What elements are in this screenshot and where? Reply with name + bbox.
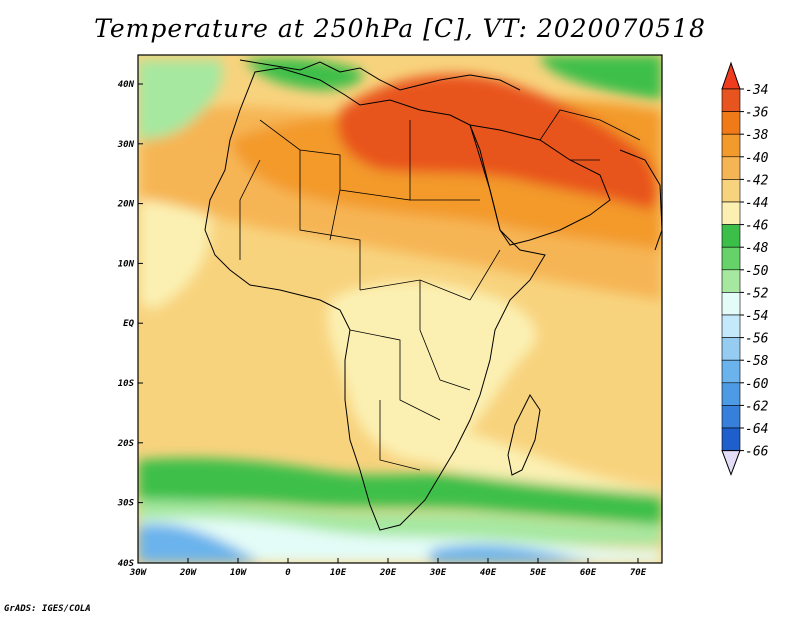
colorbar-segment	[721, 133, 741, 158]
colorbar-segment	[721, 292, 741, 316]
europe-coastline	[239, 59, 521, 91]
colorbar-label: -62	[745, 399, 769, 414]
colorbar: -34 -36 -38 -40 -42 -44 -46 -48 -50 -52 -54 -56 -58 -…	[721, 61, 769, 477]
temperature-field	[138, 55, 662, 563]
colorbar-segment	[721, 201, 741, 225]
colorbar-segment	[721, 179, 741, 203]
colorbar-segment	[721, 337, 741, 361]
y-tick-label: 40N	[118, 80, 135, 90]
field-pale-region	[327, 281, 537, 462]
colorbar-top-arrow	[721, 61, 741, 90]
x-tick-label: 10W	[230, 568, 248, 578]
colorbar-segment	[721, 314, 741, 338]
colorbar-label: -40	[745, 151, 769, 166]
colorbar-label: -34	[745, 83, 768, 98]
colorbar-label: -64	[745, 422, 768, 437]
x-tick-label: 20E	[379, 568, 397, 578]
y-tick-label: EQ	[123, 319, 134, 329]
colorbar-segment	[721, 382, 741, 406]
colorbar-segment	[721, 156, 741, 180]
x-tick-label: 70E	[630, 568, 647, 578]
x-tick-label: 0	[285, 568, 291, 578]
colorbar-label: -36	[745, 106, 769, 121]
x-tick-label: 40E	[480, 568, 497, 578]
field-green-atlantic	[138, 60, 223, 140]
colorbar-segment	[721, 427, 741, 451]
colorbar-segment	[721, 269, 741, 293]
colorbar-label: -56	[745, 332, 769, 347]
x-tick-label: 30W	[129, 568, 148, 578]
colorbar-segment	[721, 405, 741, 429]
field-pale-south	[380, 426, 662, 500]
field-green-belt	[138, 458, 662, 525]
field-green-northeast	[540, 55, 662, 100]
field-blue-south	[138, 523, 260, 563]
india-coastline	[619, 149, 662, 251]
coastlines	[204, 59, 662, 531]
y-tick-label: 30N	[117, 140, 135, 150]
y-tick-label: 20S	[117, 439, 135, 449]
colorbar-label: -52	[745, 286, 769, 301]
grads-credit: GrADS: IGES/COLA	[4, 604, 91, 614]
field-blue-south-2	[430, 544, 600, 563]
field-light-green	[138, 500, 662, 545]
map-title: Temperature at 250hPa [C], VT: 202007051…	[94, 14, 706, 43]
y-tick-label: 30S	[117, 499, 135, 509]
x-tick-label: 50E	[530, 568, 547, 578]
colorbar-segment	[721, 88, 741, 112]
y-tick-label: 10N	[118, 259, 135, 269]
colorbar-label: -42	[745, 173, 769, 188]
plot-frame	[137, 54, 663, 564]
colorbar-label: -66	[745, 445, 769, 460]
colorbar-label: -58	[745, 354, 769, 369]
colorbar-label: -54	[745, 309, 768, 324]
colorbar-label: -60	[745, 377, 769, 392]
y-axis: 40N 30N 20N 10N EQ 10S 20S 30S 40S	[117, 80, 143, 569]
y-tick-label: 20N	[117, 200, 135, 210]
colorbar-segment	[721, 111, 741, 135]
colorbar-segment	[721, 246, 741, 271]
x-tick-label: 60E	[580, 568, 597, 578]
colorbar-label: -38	[745, 128, 769, 143]
x-tick-label: 30E	[429, 568, 447, 578]
colorbar-label: -50	[745, 264, 769, 279]
x-axis: 30W 20W 10W 0 10E 20E 30E 40E 50E 60E 70E	[129, 558, 647, 578]
field-pale-ocean	[140, 179, 211, 310]
colorbar-label: -48	[745, 241, 769, 256]
x-tick-label: 20W	[179, 568, 198, 578]
madagascar-coastline	[507, 394, 541, 476]
colorbar-bottom-arrow	[721, 450, 741, 477]
colorbar-label: -46	[745, 219, 769, 234]
africa-coastline	[204, 67, 546, 531]
field-hot-core	[337, 74, 658, 210]
x-tick-label: 10E	[330, 568, 347, 578]
colorbar-label: -44	[745, 196, 768, 211]
colorbar-segment	[721, 224, 741, 248]
y-tick-label: 40S	[118, 559, 135, 569]
y-tick-label: 10S	[118, 379, 135, 389]
country-borders	[239, 109, 641, 471]
colorbar-segment	[721, 359, 741, 384]
